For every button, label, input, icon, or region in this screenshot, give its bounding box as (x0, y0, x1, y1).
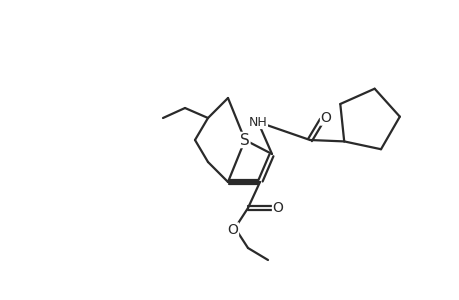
Text: O: O (227, 223, 238, 237)
Text: NH: NH (248, 116, 267, 128)
Text: S: S (240, 133, 249, 148)
Text: O: O (272, 201, 283, 215)
Text: O: O (320, 111, 331, 125)
